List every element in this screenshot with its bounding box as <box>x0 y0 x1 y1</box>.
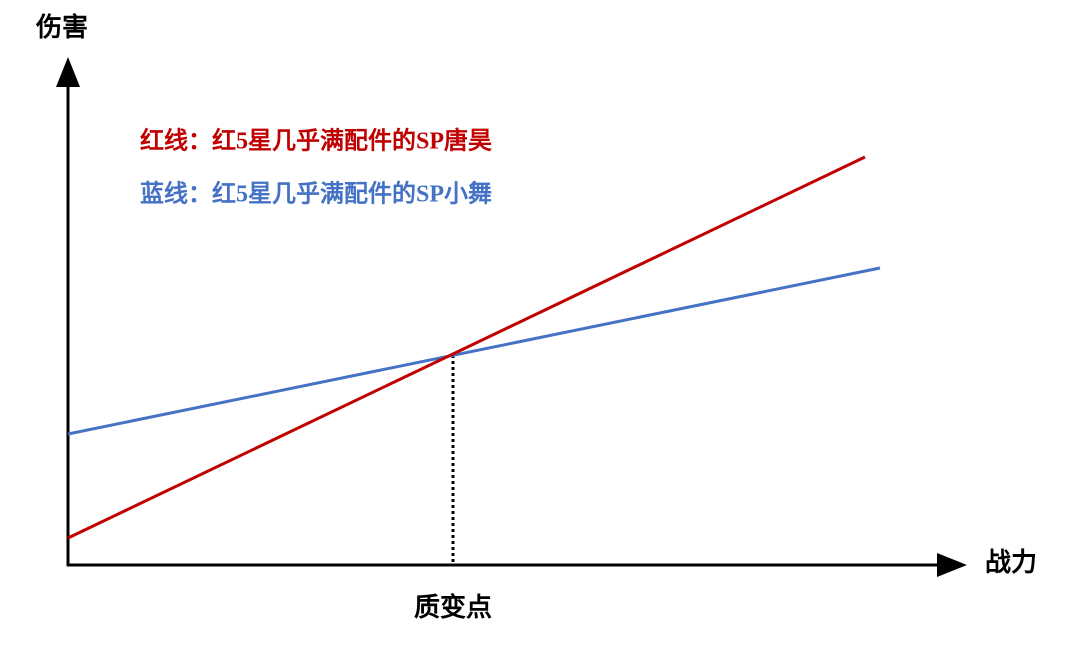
y-axis-label: 伤害 <box>35 12 88 42</box>
threshold-label: 质变点 <box>414 592 492 622</box>
red-line <box>67 155 866 540</box>
legend-red: 红线：红5星几乎满配件的SP唐昊 <box>140 127 492 155</box>
x-axis-label: 战力 <box>985 548 1037 577</box>
blue-line <box>67 266 881 436</box>
legend-blue: 蓝线：红5星几乎满配件的SP小舞 <box>140 180 492 208</box>
